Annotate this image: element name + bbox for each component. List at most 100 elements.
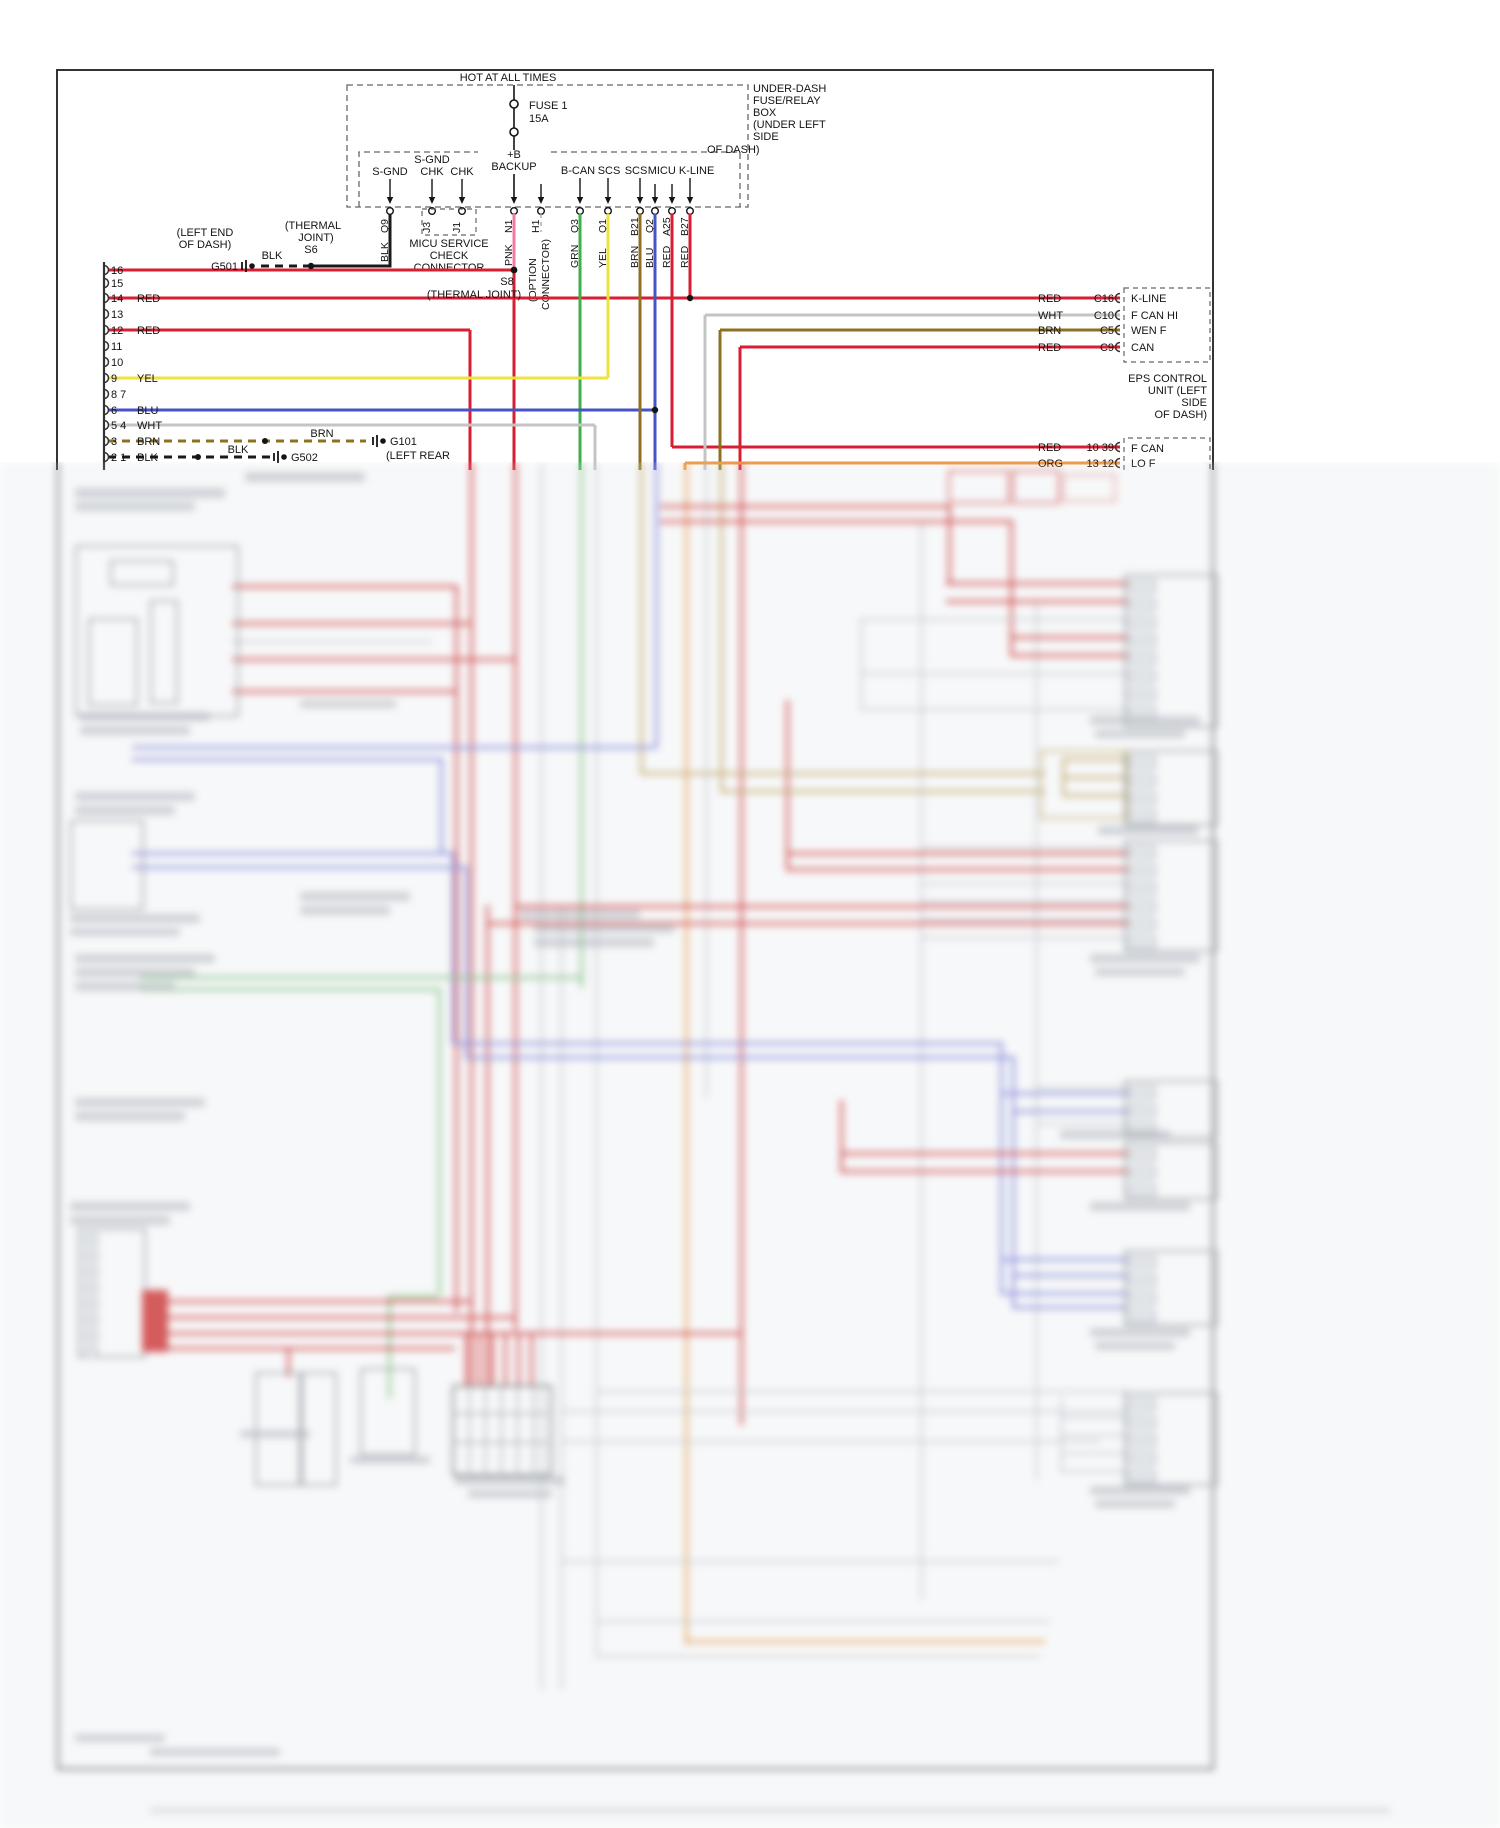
wire-color-label: BRN bbox=[629, 246, 641, 268]
wire-color-label: WHT bbox=[1038, 310, 1063, 322]
ground-note: (LEFT REAR bbox=[386, 450, 450, 462]
terminal-label: CHK bbox=[420, 166, 444, 178]
wiring-diagram-top: HOT AT ALL TIMES UNDER-DASH FUSE/RELAY B… bbox=[56, 69, 1214, 470]
unit-signal-label: F CAN bbox=[1131, 443, 1164, 455]
under-dash-fuse-relay-box: HOT AT ALL TIMES UNDER-DASH FUSE/RELAY B… bbox=[346, 72, 826, 208]
wire-color-label: PNK bbox=[503, 244, 515, 266]
wire-color-label: BRN bbox=[310, 428, 333, 440]
blurred-diagram-region bbox=[0, 462, 1500, 1828]
backup-label: BACKUP bbox=[491, 161, 536, 173]
dlc-pin-number: 9 bbox=[111, 373, 117, 385]
terminal-label: SCS bbox=[598, 165, 621, 177]
ground-id-g101: G101 bbox=[390, 436, 417, 448]
pin-id: B27 bbox=[679, 217, 691, 236]
wires bbox=[108, 214, 1120, 470]
eps-control-unit: RED C16 K-LINE WHT C10 F CAN HI BRN C5 W… bbox=[1038, 287, 1211, 421]
pin-ids: Q9 J3 J1 N1 H1 Q3 Q1 B21 Q2 A25 B27 bbox=[379, 217, 691, 236]
terminal-label: B-CAN bbox=[561, 165, 595, 177]
thermal-joint-note: (THERMAL JOINT) bbox=[427, 289, 521, 301]
unit-signal-label: WEN F bbox=[1131, 325, 1167, 337]
wire-color-label: BRN bbox=[137, 436, 160, 448]
unit-name: OF DASH) bbox=[1154, 409, 1207, 421]
fusebox-terminal-labels: S-GND S-GND CHK CHK B-CAN SCS SCS MICU K… bbox=[372, 154, 714, 178]
wire-color-label: RED bbox=[137, 325, 160, 337]
option-connector-label: CONNECTOR) bbox=[540, 239, 552, 310]
pin-id: Q2 bbox=[644, 219, 656, 233]
fusebox-label-line: OF DASH) bbox=[707, 144, 760, 156]
wire-color-label: BLK bbox=[379, 242, 391, 262]
wire-color-label: BLU bbox=[644, 248, 656, 268]
pin-id: J3 bbox=[421, 222, 433, 233]
page-border bbox=[56, 69, 1214, 470]
blurred-diagram-content bbox=[0, 462, 1500, 1828]
unit-name: UNIT (LEFT bbox=[1148, 385, 1207, 397]
unit-pin-id: C16 bbox=[1094, 293, 1114, 305]
dlc-pin-number: 13 bbox=[111, 309, 123, 321]
unit-signal-label: CAN bbox=[1131, 342, 1154, 354]
option-connector-label: (OPTION bbox=[527, 258, 539, 302]
service-connector-label: MICU SERVICE bbox=[409, 238, 488, 250]
junction-dots bbox=[195, 262, 694, 460]
unit-pin-id: C9 bbox=[1100, 342, 1114, 354]
micu-service-check-connector: MICU SERVICE CHECK CONNECTOR bbox=[409, 208, 489, 274]
unit-name: EPS CONTROL bbox=[1128, 373, 1207, 385]
terminal-label: CHK bbox=[450, 166, 474, 178]
dlc-pin-number: 11 bbox=[111, 341, 122, 353]
pin-id: N1 bbox=[503, 219, 515, 233]
unit-pin-id: 10 39 bbox=[1086, 442, 1114, 454]
service-connector-label: CONNECTOR bbox=[414, 262, 485, 274]
hot-at-all-times-label: HOT AT ALL TIMES bbox=[460, 72, 557, 84]
wire-color-label: GRN bbox=[569, 245, 581, 268]
grounds: (LEFT END OF DASH) G501 BLK (THERMAL JOI… bbox=[177, 220, 521, 464]
plus-b-label: +B bbox=[507, 149, 521, 161]
wire-color-label: WHT bbox=[137, 420, 162, 432]
pin-id: B21 bbox=[629, 217, 641, 236]
pin-id: A25 bbox=[661, 217, 673, 236]
service-connector-label: CHECK bbox=[430, 250, 469, 262]
fusebox-label-line: FUSE/RELAY bbox=[753, 95, 821, 107]
fusebox-terminal-pins bbox=[386, 178, 695, 215]
wire-color-label: RED bbox=[1038, 342, 1061, 354]
blur-wash bbox=[0, 462, 1500, 1828]
fuse-1-symbol bbox=[509, 85, 519, 197]
unit-signal-label: K-LINE bbox=[1131, 293, 1166, 305]
wire-color-label: RED bbox=[679, 245, 691, 268]
fuse-name-label: FUSE 1 bbox=[529, 100, 568, 112]
pin-id: J1 bbox=[451, 222, 463, 233]
thermal-joint-note: (THERMAL bbox=[285, 220, 341, 232]
wire-color-label: BLK bbox=[228, 444, 249, 456]
wire-color-label: BLU bbox=[137, 405, 158, 417]
dlc-pin-number: 12 bbox=[111, 325, 123, 337]
dlc-pin-number: 2 1 bbox=[111, 452, 126, 464]
ground-id-g501: G501 bbox=[211, 261, 238, 273]
unit-name: SIDE bbox=[1181, 397, 1207, 409]
wire-color-label: RED bbox=[661, 245, 673, 268]
terminal-label: MICU K-LINE bbox=[648, 165, 715, 177]
pin-id: Q1 bbox=[597, 219, 609, 233]
joint-id-s6: S6 bbox=[304, 244, 317, 256]
terminal-label: S-GND bbox=[414, 154, 450, 166]
thermal-joint-note: JOINT) bbox=[298, 232, 333, 244]
unit-pin-id: C5 bbox=[1100, 325, 1114, 337]
pin-id: Q9 bbox=[379, 219, 391, 233]
dlc-pin-number: 10 bbox=[111, 357, 123, 369]
wire-color-labels: BLK PNK (OPTION CONNECTOR) GRN YEL BRN B… bbox=[379, 239, 691, 310]
fusebox-label-line: (UNDER LEFT bbox=[753, 119, 826, 131]
dlc-pin-number: 14 bbox=[111, 293, 123, 305]
data-link-connector: 16 15 14 13 12 11 10 9 8 7 6 5 4 3 2 1 R… bbox=[102, 262, 162, 470]
pin-id: Q3 bbox=[569, 219, 581, 233]
wire-color-label: RED bbox=[137, 293, 160, 305]
ground-note: OF DASH) bbox=[179, 239, 232, 251]
wire-color-label: BLK bbox=[262, 250, 283, 262]
unit-pin-id: C10 bbox=[1094, 310, 1114, 322]
wire-color-label: RED bbox=[1038, 442, 1061, 454]
fuse-rating-label: 15A bbox=[529, 113, 549, 125]
dlc-pin-number: 8 7 bbox=[111, 389, 126, 401]
wire-color-label: RED bbox=[1038, 293, 1061, 305]
terminal-label: SCS bbox=[625, 165, 648, 177]
wire-color-label: BLK bbox=[137, 452, 158, 464]
dlc-pin-number: 6 bbox=[111, 405, 117, 417]
wire-color-label: YEL bbox=[137, 373, 158, 385]
fusebox-label-line: BOX bbox=[753, 107, 777, 119]
